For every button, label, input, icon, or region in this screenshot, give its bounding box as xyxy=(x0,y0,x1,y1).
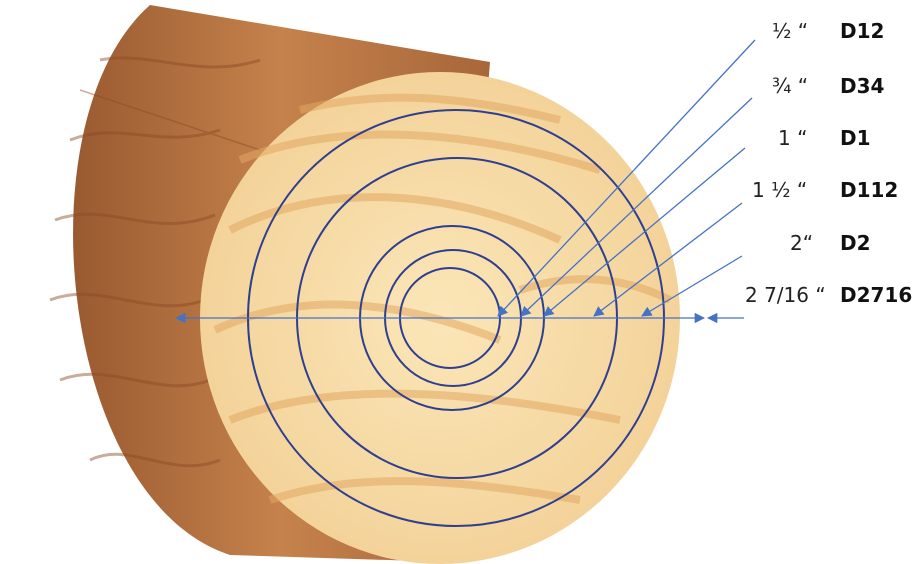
pointer-arrow xyxy=(593,202,743,317)
code-label: D2716 xyxy=(840,283,912,307)
bark-grain xyxy=(49,56,261,468)
size-label: 1 “ xyxy=(778,126,807,150)
size-label: 2 7/16 “ xyxy=(745,283,826,307)
arrows xyxy=(174,39,756,324)
code-label: D112 xyxy=(840,178,898,202)
code-label: D1 xyxy=(840,126,871,150)
pointer-arrow xyxy=(497,39,756,317)
size-label: ¾ “ xyxy=(772,74,808,98)
size-label: ½ “ xyxy=(772,19,808,43)
pointer-arrow xyxy=(641,255,743,317)
pointer-arrow xyxy=(543,147,746,317)
code-label: D34 xyxy=(840,74,884,98)
labels: ½ “ D12 ¾ “ D34 1 “ D1 1 ½ “ D112 2“ D2 … xyxy=(745,19,912,307)
pointer-arrow xyxy=(520,97,753,317)
size-label: 2“ xyxy=(790,231,813,255)
code-label: D12 xyxy=(840,19,884,43)
code-label: D2 xyxy=(840,231,871,255)
size-label: 1 ½ “ xyxy=(752,178,807,202)
